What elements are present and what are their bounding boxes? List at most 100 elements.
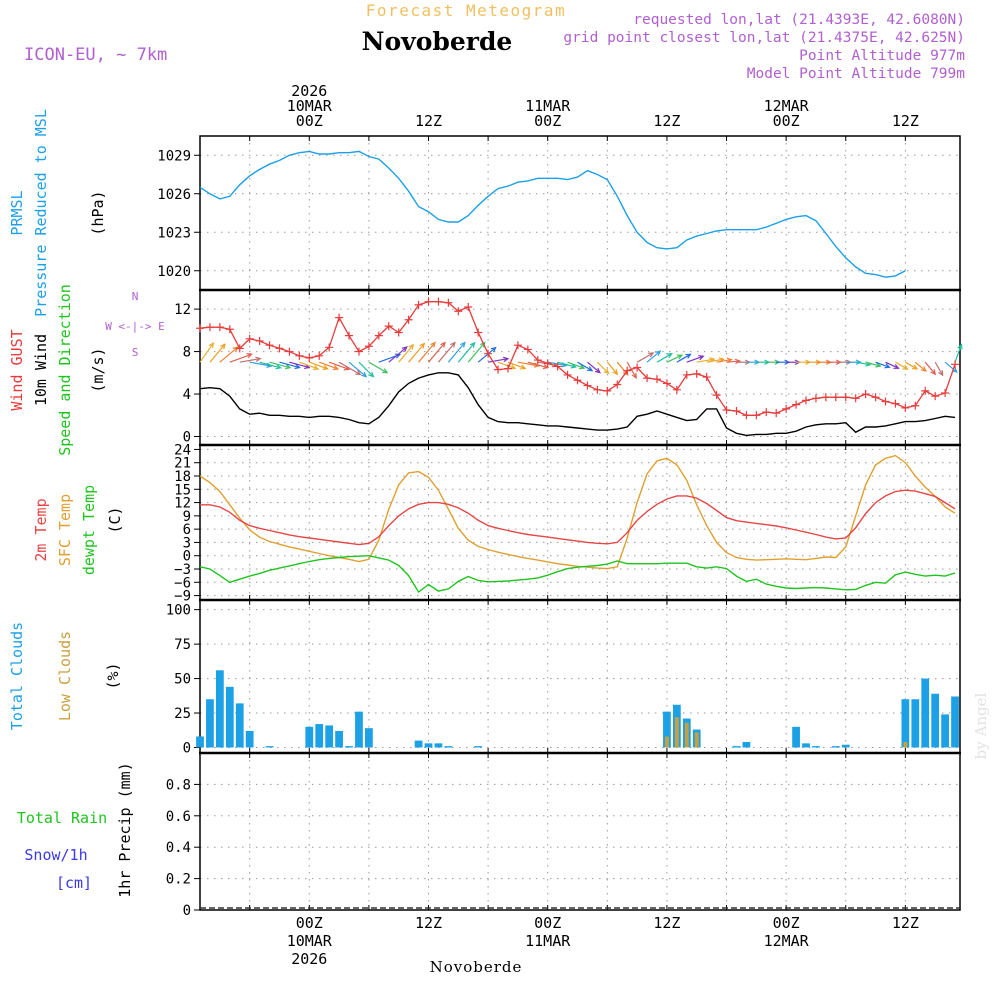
total-cloud-bar — [474, 746, 483, 748]
rain-label: Total Rain — [17, 809, 107, 827]
wind-arrow-head — [855, 359, 862, 365]
wind-arrow-head — [419, 342, 426, 349]
wind-arrow-head — [490, 346, 497, 353]
time-label-bottom: 00Z — [773, 914, 800, 932]
wind-arrow-head — [884, 363, 891, 369]
low-cloud-bar — [903, 741, 908, 748]
y-tick-label: 8 — [183, 345, 191, 361]
gust-marker — [603, 386, 612, 395]
chart-subtitle: Forecast Meteogram — [366, 1, 566, 20]
cloud-unit-label: (%) — [104, 662, 122, 689]
gust-marker — [196, 324, 204, 333]
gust-marker — [672, 385, 681, 394]
wind-arrow — [388, 346, 408, 363]
gust-marker — [682, 370, 691, 379]
closest-coords: grid point closest lon,lat (21.4375E, 42… — [563, 30, 965, 46]
time-label-top: 00Z — [534, 112, 561, 130]
snow-unit-label: [cm] — [56, 874, 92, 892]
model-label: ICON-EU, ~ 7km — [24, 45, 167, 65]
low-cloud-bar — [694, 732, 699, 748]
wind-arrow-head — [520, 364, 527, 370]
total-cloud-bar — [235, 703, 244, 748]
gust-marker — [275, 344, 284, 353]
gust-marker — [563, 370, 572, 379]
wind-arrow-head — [368, 371, 375, 378]
time-label-top: 12Z — [415, 112, 442, 130]
wind-arrow — [279, 361, 300, 369]
wind-arrow — [567, 361, 585, 369]
gust-marker — [861, 390, 870, 399]
wind-arrow-head — [957, 343, 963, 350]
wind-arrow — [428, 342, 446, 363]
total-cloud-bar — [265, 746, 274, 748]
footer-location: Novoberde — [430, 958, 523, 976]
gust-marker — [662, 379, 671, 388]
wind-arrow — [259, 361, 281, 369]
wind-arrow — [269, 361, 291, 369]
wind-arrow-head — [902, 364, 909, 370]
wind-arrow — [636, 352, 654, 363]
y-tick-label: 1026 — [157, 187, 191, 203]
wind-arrow — [895, 361, 908, 370]
gust-marker — [424, 297, 433, 306]
wind-arrow — [924, 361, 936, 375]
y-tick-label: 0 — [183, 430, 191, 446]
total-cloud-bar — [831, 746, 840, 748]
wind-arrow-head — [676, 354, 684, 360]
low-cloud-bar — [674, 717, 679, 748]
wind-arrow-head — [666, 352, 673, 359]
gust-marker — [742, 411, 751, 420]
wind-arrow — [656, 353, 673, 363]
time-label-top: 10MAR — [287, 97, 333, 115]
gust-marker — [295, 351, 304, 360]
gust-marker — [464, 302, 473, 311]
temp-2m-line — [200, 489, 956, 546]
total-cloud-bar — [901, 699, 910, 748]
total-cloud-bar — [732, 746, 741, 748]
wind-arrow — [358, 361, 374, 378]
y-tick-label: 6 — [183, 522, 191, 538]
wind-arrow-head — [893, 363, 900, 369]
y-tick-label: 50 — [174, 672, 191, 688]
wind-arrow — [209, 343, 226, 363]
time-label-bottom: 12MAR — [764, 932, 810, 950]
wind-arrow-head — [450, 341, 456, 348]
wind-arrow — [447, 342, 466, 363]
wind-unit-label: (m/s) — [89, 347, 107, 392]
wind-arrow-head — [655, 350, 662, 356]
time-label-bottom: 10MAR — [287, 932, 333, 950]
y-tick-label: 18 — [174, 469, 191, 485]
y-tick-label: 12 — [174, 302, 191, 318]
y-tick-label: −6 — [174, 575, 191, 591]
wind-arrow-head — [408, 343, 415, 350]
sfc-temp-line — [199, 454, 956, 570]
wind-arrow — [467, 342, 486, 363]
gust-marker — [374, 331, 383, 340]
wind-arrow-head — [401, 346, 408, 352]
gust-marker — [782, 404, 791, 413]
gust-marker — [543, 359, 552, 368]
wind-arrow-head — [440, 341, 446, 348]
wind-arrow — [875, 361, 890, 368]
time-label-bottom: 11MAR — [525, 932, 571, 950]
wind-arrow-head — [912, 364, 919, 370]
wind-arrow — [497, 361, 516, 369]
total-cloud-bar — [663, 711, 671, 748]
wind-arrow-head — [394, 353, 402, 359]
wind-arrow — [934, 361, 944, 376]
gust-marker — [593, 385, 602, 394]
gust-marker — [494, 365, 503, 374]
wind-arrow-head — [312, 364, 320, 371]
wind-axis-label: Wind GUST — [8, 329, 26, 410]
y-tick-label: −3 — [174, 562, 191, 578]
y-tick-label: 21 — [174, 456, 191, 472]
gust-marker — [305, 353, 314, 362]
time-label-bottom: 12Z — [653, 914, 680, 932]
temp-unit-label: (C) — [106, 506, 124, 533]
wind-arrow-head — [322, 364, 330, 371]
y-tick-label: 75 — [174, 637, 191, 653]
gust-marker — [821, 393, 830, 402]
total-cloud-bar — [414, 740, 423, 748]
wind-arrow-head — [361, 371, 368, 378]
requested-coords: requested lon,lat (21.4393E, 42.6080N) — [633, 12, 965, 28]
